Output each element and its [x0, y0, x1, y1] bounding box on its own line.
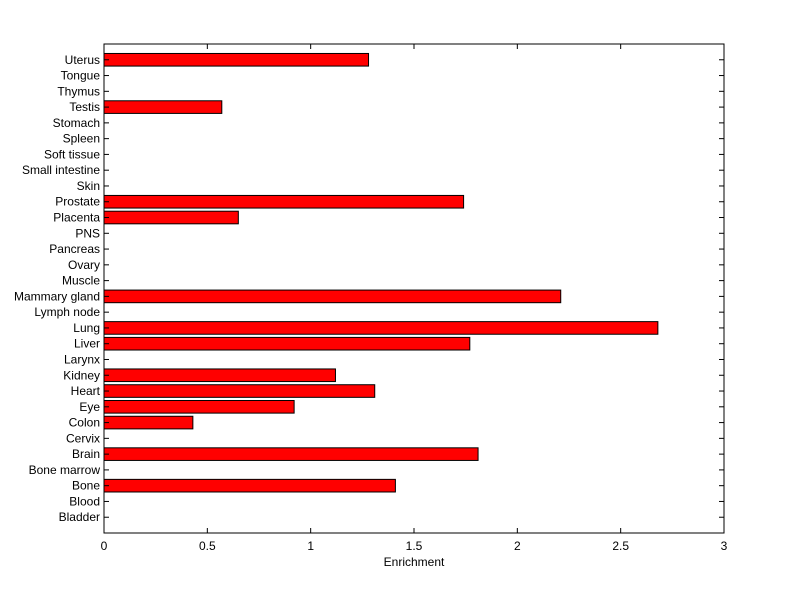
category-label-uterus: Uterus [65, 53, 100, 67]
category-label-bone: Bone [72, 479, 100, 493]
category-label-placenta: Placenta [53, 211, 100, 225]
bar-placenta [103, 210, 239, 225]
category-label-cervix: Cervix [66, 431, 100, 445]
x-tick-label: 3 [721, 539, 728, 553]
category-label-colon: Colon [69, 416, 100, 430]
bar-uterus [103, 52, 370, 67]
x-axis-label: Enrichment [384, 555, 445, 569]
x-tick-label: 2 [514, 539, 521, 553]
category-label-mammary-gland: Mammary gland [14, 289, 100, 303]
category-label-brain: Brain [72, 447, 100, 461]
category-label-small-intestine: Small intestine [22, 163, 100, 177]
category-label-skin: Skin [77, 179, 100, 193]
bar-colon [103, 415, 194, 430]
bar-brain [103, 447, 479, 461]
category-label-blood: Blood [69, 494, 100, 508]
category-label-kidney: Kidney [63, 368, 100, 382]
category-label-liver: Liver [74, 337, 100, 351]
x-tick-label: 1 [307, 539, 314, 553]
category-label-lung: Lung [73, 321, 100, 335]
category-label-pns: PNS [75, 226, 100, 240]
category-label-ovary: Ovary [68, 258, 100, 272]
category-label-lymph-node: Lymph node [34, 305, 100, 319]
bars-group [103, 52, 659, 493]
category-label-stomach: Stomach [53, 116, 100, 130]
category-label-soft-tissue: Soft tissue [44, 147, 100, 161]
category-label-eye: Eye [79, 400, 100, 414]
category-label-tongue: Tongue [61, 69, 101, 83]
category-label-bone-marrow: Bone marrow [29, 463, 101, 477]
category-label-prostate: Prostate [55, 195, 100, 209]
category-label-larynx: Larynx [64, 352, 100, 366]
bar-prostate [103, 194, 465, 209]
bar-bone [103, 478, 396, 493]
x-tick-label: 1.5 [406, 539, 423, 553]
x-tick-labels: 0 0.5 1 1.5 2 2.5 3 [101, 539, 728, 553]
category-label-heart: Heart [71, 384, 101, 398]
bar-heart [103, 384, 376, 398]
category-label-thymus: Thymus [57, 84, 100, 98]
bar-kidney [103, 368, 336, 383]
x-tick-label: 0 [101, 539, 108, 553]
category-label-bladder: Bladder [59, 510, 100, 524]
x-tick-label: 2.5 [612, 539, 629, 553]
bar-liver [103, 336, 471, 351]
bar-eye [103, 399, 295, 414]
category-label-pancreas: Pancreas [49, 242, 100, 256]
category-label-muscle: Muscle [62, 274, 100, 288]
bar-mammary-gland [103, 289, 562, 304]
axes-box [103, 43, 725, 534]
category-label-spleen: Spleen [63, 132, 100, 146]
bar-testis [103, 100, 223, 114]
x-tick-label: 0.5 [199, 539, 216, 553]
bar-lung [103, 321, 659, 335]
category-label-testis: Testis [69, 100, 100, 114]
